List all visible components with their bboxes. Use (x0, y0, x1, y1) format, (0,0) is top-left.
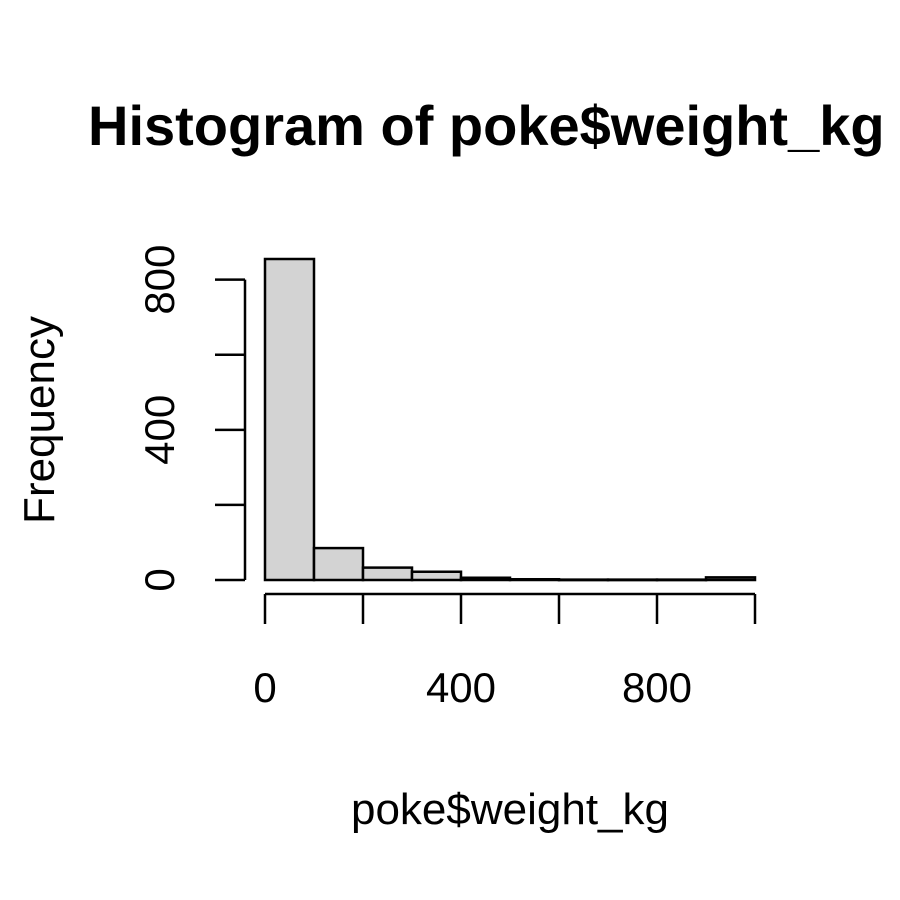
y-axis: 0 400 800 (136, 245, 247, 592)
histogram-bar (312, 546, 365, 582)
histogram-bar (655, 578, 708, 582)
x-tick-label: 0 (253, 664, 276, 711)
y-tick-label: 800 (136, 245, 183, 315)
histogram-bar (557, 578, 610, 582)
x-axis: 0 400 800 (253, 592, 757, 711)
chart-title: Histogram of poke$weight_kg (88, 94, 885, 157)
histogram-bar (704, 576, 757, 582)
y-tick-label: 0 (136, 568, 183, 591)
y-axis-label: Frequency (15, 316, 64, 524)
y-tick-label: 400 (136, 395, 183, 465)
histogram-bar (410, 570, 463, 582)
x-axis-label: poke$weight_kg (351, 785, 669, 834)
x-tick-label: 400 (426, 664, 496, 711)
histogram-bar (361, 566, 414, 582)
histogram-bar (459, 576, 512, 582)
histogram-bar (606, 578, 659, 582)
bars-group (263, 257, 757, 582)
x-tick-label: 800 (622, 664, 692, 711)
histogram-bar (508, 577, 561, 582)
histogram-bar (263, 257, 316, 582)
